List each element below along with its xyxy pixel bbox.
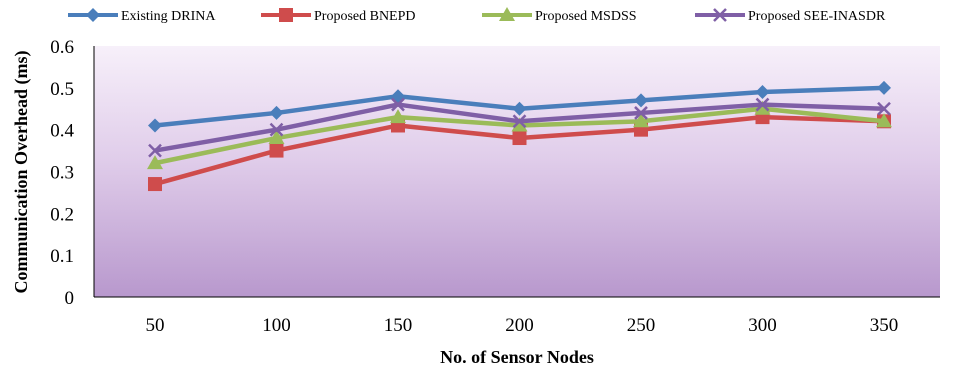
y-tick-label: 0.3	[50, 163, 74, 184]
y-tick-labels: 0 0.1 0.2 0.3 0.4 0.5 0.6	[50, 37, 74, 309]
data-point	[512, 131, 527, 146]
x-tick-label: 350	[870, 315, 899, 336]
legend-item: Proposed BNEPD	[261, 8, 416, 24]
x-tick-labels: 50 100 150 200 250 300 350	[146, 315, 899, 336]
legend-marker	[279, 8, 293, 22]
y-tick-label: 0.4	[50, 121, 74, 142]
legend-item: Existing DRINA	[68, 8, 216, 24]
data-point	[634, 106, 648, 120]
x-tick-label: 300	[748, 315, 777, 336]
data-point	[755, 85, 770, 100]
series-3	[148, 97, 891, 158]
plot-area	[94, 46, 940, 297]
legend-label: Proposed SEE-INASDR	[748, 9, 886, 24]
data-point	[268, 130, 285, 145]
y-axis-title: Communication Overhead (ms)	[11, 51, 32, 294]
legend-item: Proposed SEE-INASDR	[695, 8, 886, 24]
legend-label: Proposed MSDSS	[535, 9, 637, 24]
data-point	[512, 114, 527, 129]
legend-item: Proposed MSDSS	[482, 7, 637, 24]
series-group	[147, 80, 892, 192]
data-point	[269, 143, 284, 158]
data-point	[269, 105, 284, 120]
data-point	[877, 80, 891, 95]
y-tick-label: 0.2	[50, 204, 74, 225]
data-point	[269, 122, 284, 137]
legend-label: Proposed BNEPD	[314, 9, 416, 24]
data-point	[512, 101, 527, 116]
legend-marker	[86, 8, 100, 22]
data-point	[390, 109, 406, 124]
series-0	[148, 80, 891, 133]
y-tick-label: 0.1	[50, 246, 74, 267]
y-tick-label: 0.5	[50, 79, 74, 100]
y-tick-label: 0.6	[50, 37, 74, 58]
legend-marker	[499, 7, 515, 21]
data-point	[147, 155, 163, 170]
data-point	[754, 100, 771, 115]
x-tick-label: 150	[384, 315, 413, 336]
legend: Existing DRINA Proposed BNEPD Proposed MSD…	[68, 7, 886, 24]
data-point	[877, 101, 891, 116]
x-tick-label: 50	[146, 315, 165, 336]
y-tick-label: 0	[65, 288, 75, 309]
x-tick-label: 200	[505, 315, 534, 336]
legend-marker	[713, 8, 727, 22]
data-point	[633, 113, 649, 128]
series-2	[147, 100, 892, 170]
data-point	[876, 113, 892, 128]
data-point	[148, 118, 162, 133]
data-point	[148, 177, 162, 192]
data-point	[755, 97, 770, 112]
x-tick-label: 250	[627, 315, 656, 336]
x-axis-title: No. of Sensor Nodes	[440, 347, 594, 367]
legend-label: Existing DRINA	[121, 9, 216, 24]
data-point	[148, 143, 162, 158]
data-point	[511, 117, 528, 132]
x-tick-label: 100	[262, 315, 291, 336]
data-point	[634, 93, 648, 108]
data-point	[391, 97, 405, 112]
